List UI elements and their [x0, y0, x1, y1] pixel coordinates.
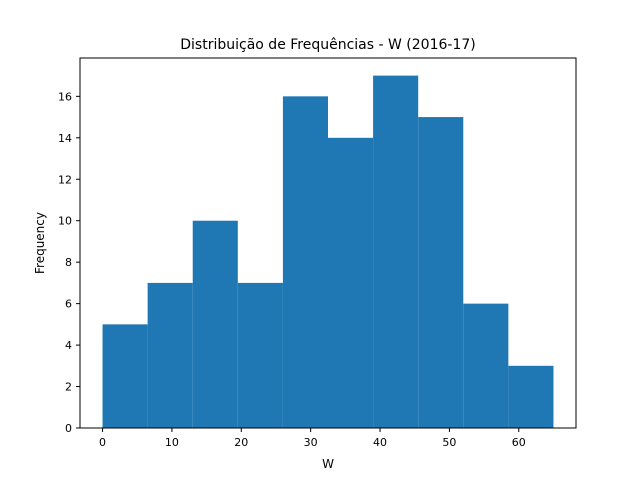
histogram-bar [328, 137, 374, 428]
y-tick-label: 14 [58, 132, 72, 145]
axes-frame [79, 57, 577, 429]
y-tick-label: 2 [65, 381, 72, 394]
histogram-bar [192, 220, 238, 428]
x-tick-label: 0 [99, 436, 106, 449]
y-tick-label: 4 [65, 339, 72, 352]
histogram-bar [147, 282, 193, 428]
y-axis-label: Frequency [33, 212, 47, 274]
x-tick-label: 50 [442, 436, 456, 449]
histogram-bar [418, 117, 464, 429]
y-tick-label: 8 [65, 256, 72, 269]
histogram-bar [237, 282, 283, 428]
y-axis-ticks: 0 2 4 6 8 10 12 14 16 [58, 90, 80, 435]
histogram-bar [102, 324, 148, 428]
y-tick-label: 0 [65, 422, 72, 435]
histogram-bar [463, 303, 509, 428]
x-tick-label: 40 [373, 436, 387, 449]
x-tick-label: 20 [234, 436, 248, 449]
bars-group [102, 75, 554, 429]
x-tick-label: 60 [512, 436, 526, 449]
histogram-bar [373, 75, 419, 428]
histogram-bar [282, 96, 328, 428]
y-tick-label: 12 [58, 173, 72, 186]
x-tick-label: 10 [165, 436, 179, 449]
y-tick-label: 6 [65, 298, 72, 311]
chart-title: Distribuição de Frequências - W (2016-17… [180, 37, 475, 53]
histogram-bar [508, 365, 554, 428]
x-axis-label: W [322, 457, 334, 471]
x-axis-ticks: 0 10 20 30 40 50 60 [99, 428, 526, 449]
y-tick-label: 10 [58, 215, 72, 228]
y-tick-label: 16 [58, 90, 72, 103]
x-tick-label: 30 [304, 436, 318, 449]
